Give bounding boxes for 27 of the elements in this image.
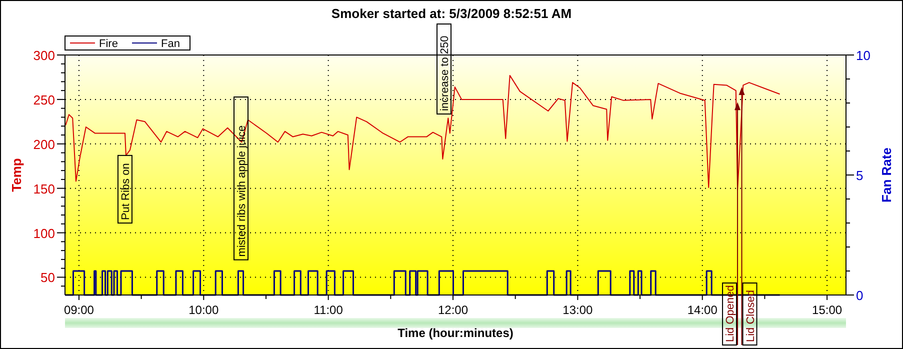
y2-tick-label: 10 bbox=[856, 48, 870, 63]
y2-tick-label: 5 bbox=[856, 168, 864, 183]
x-tick-label: 12:00 bbox=[438, 303, 468, 317]
y-axis-title: Temp bbox=[9, 158, 24, 192]
y-tick-label: 100 bbox=[33, 226, 55, 241]
y-tick-label: 150 bbox=[33, 181, 55, 196]
x-tick-label: 11:00 bbox=[314, 303, 344, 317]
legend-label: Fire bbox=[99, 38, 118, 50]
annotation: Lid Closed bbox=[744, 290, 757, 342]
y2-tick-label: 0 bbox=[856, 288, 864, 303]
x-tick-label: 13:00 bbox=[562, 303, 594, 317]
x-tick-label: 14:00 bbox=[687, 303, 718, 317]
y-tick-label: 50 bbox=[40, 270, 55, 286]
annotation: misted ribs with apple juice bbox=[236, 125, 248, 257]
x-tick-label: 10:00 bbox=[188, 303, 219, 317]
legend-label: Fan bbox=[161, 38, 180, 50]
x-tick-label: 09:00 bbox=[64, 303, 94, 317]
y2-axis-title: Fan Rate bbox=[879, 148, 894, 202]
y-tick-label: 300 bbox=[33, 48, 55, 63]
x-tick-label: 15:00 bbox=[812, 303, 842, 317]
chart-title: Smoker started at: 5/3/2009 8:52:51 AM bbox=[331, 6, 572, 21]
x-axis-title: Time (hour:minutes) bbox=[398, 326, 514, 340]
y-tick-label: 200 bbox=[33, 136, 55, 152]
annotation: Lid Opened bbox=[724, 285, 737, 342]
annotation: increase to 250 bbox=[439, 36, 451, 111]
y-tick-label: 250 bbox=[33, 92, 55, 108]
annotation: Put Ribs on bbox=[120, 163, 132, 220]
